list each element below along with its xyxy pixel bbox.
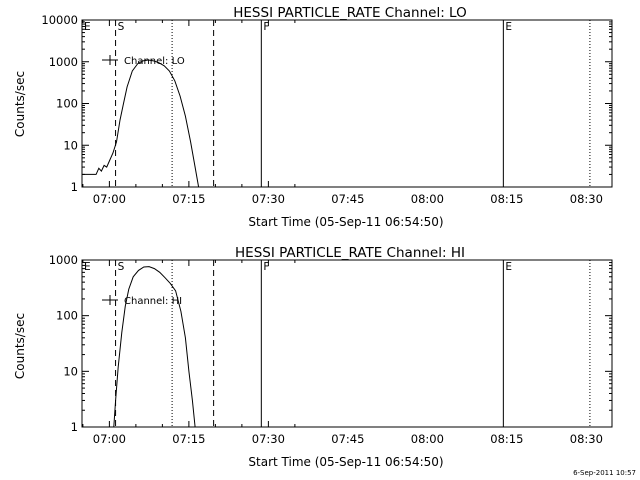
x-tick-label: 07:30 [252,192,285,206]
x-tick-label: 07:15 [172,432,205,446]
x-axis-label: Start Time (05-Sep-11 06:54:50) [248,455,443,469]
chart-title: HESSI PARTICLE_RATE Channel: HI [235,245,465,261]
x-tick-label: 07:00 [93,192,126,206]
y-tick-label: 10 [63,138,78,152]
series-line [113,266,196,428]
x-tick-label: 07:00 [93,432,126,446]
event-marker-label: E [505,21,512,33]
y-tick-label: 100 [56,97,78,111]
y-tick-label: 1 [71,420,78,434]
panel-hi: HESSI PARTICLE_RATE Channel: HI Start Ti… [13,245,613,469]
plot-frame [81,19,613,188]
y-tick-label: 1000 [49,253,78,267]
x-tick-label: 07:45 [331,192,364,206]
x-tick-label: 08:30 [570,432,603,446]
chart-title: HESSI PARTICLE_RATE Channel: LO [233,5,466,21]
plot-timestamp: 6-Sep-2011 10:57 [573,469,636,477]
panel-lo: HESSI PARTICLE_RATE Channel: LO Start Ti… [13,5,613,229]
event-marker-label: F [263,21,269,33]
y-tick-label: 10000 [41,13,78,27]
x-tick-label: 08:15 [490,192,523,206]
legend-entry: Channel: LO [124,56,185,67]
y-tick-label: 10 [63,364,78,378]
event-marker-label: E [84,261,91,273]
series-line [82,59,200,188]
event-marker-label: S [118,261,125,273]
y-axis-label: Counts/sec [13,313,27,379]
event-marker-label: E [84,21,91,33]
x-tick-label: 08:00 [411,192,444,206]
x-axis-label: Start Time (05-Sep-11 06:54:50) [248,215,443,229]
event-marker-label: F [263,261,269,273]
x-tick-label: 08:30 [570,192,603,206]
y-tick-label: 1000 [49,55,78,69]
y-tick-label: 100 [56,309,78,323]
x-tick-label: 07:30 [252,432,285,446]
plot-frame [81,259,613,428]
x-tick-label: 07:15 [172,192,205,206]
y-tick-label: 1 [71,180,78,194]
legend-entry: Channel: HI [124,296,182,307]
event-marker-label: S [118,21,125,33]
x-tick-label: 08:15 [490,432,523,446]
x-tick-label: 08:00 [411,432,444,446]
event-marker-label: E [505,261,512,273]
y-axis-label: Counts/sec [13,71,27,137]
x-tick-label: 07:45 [331,432,364,446]
